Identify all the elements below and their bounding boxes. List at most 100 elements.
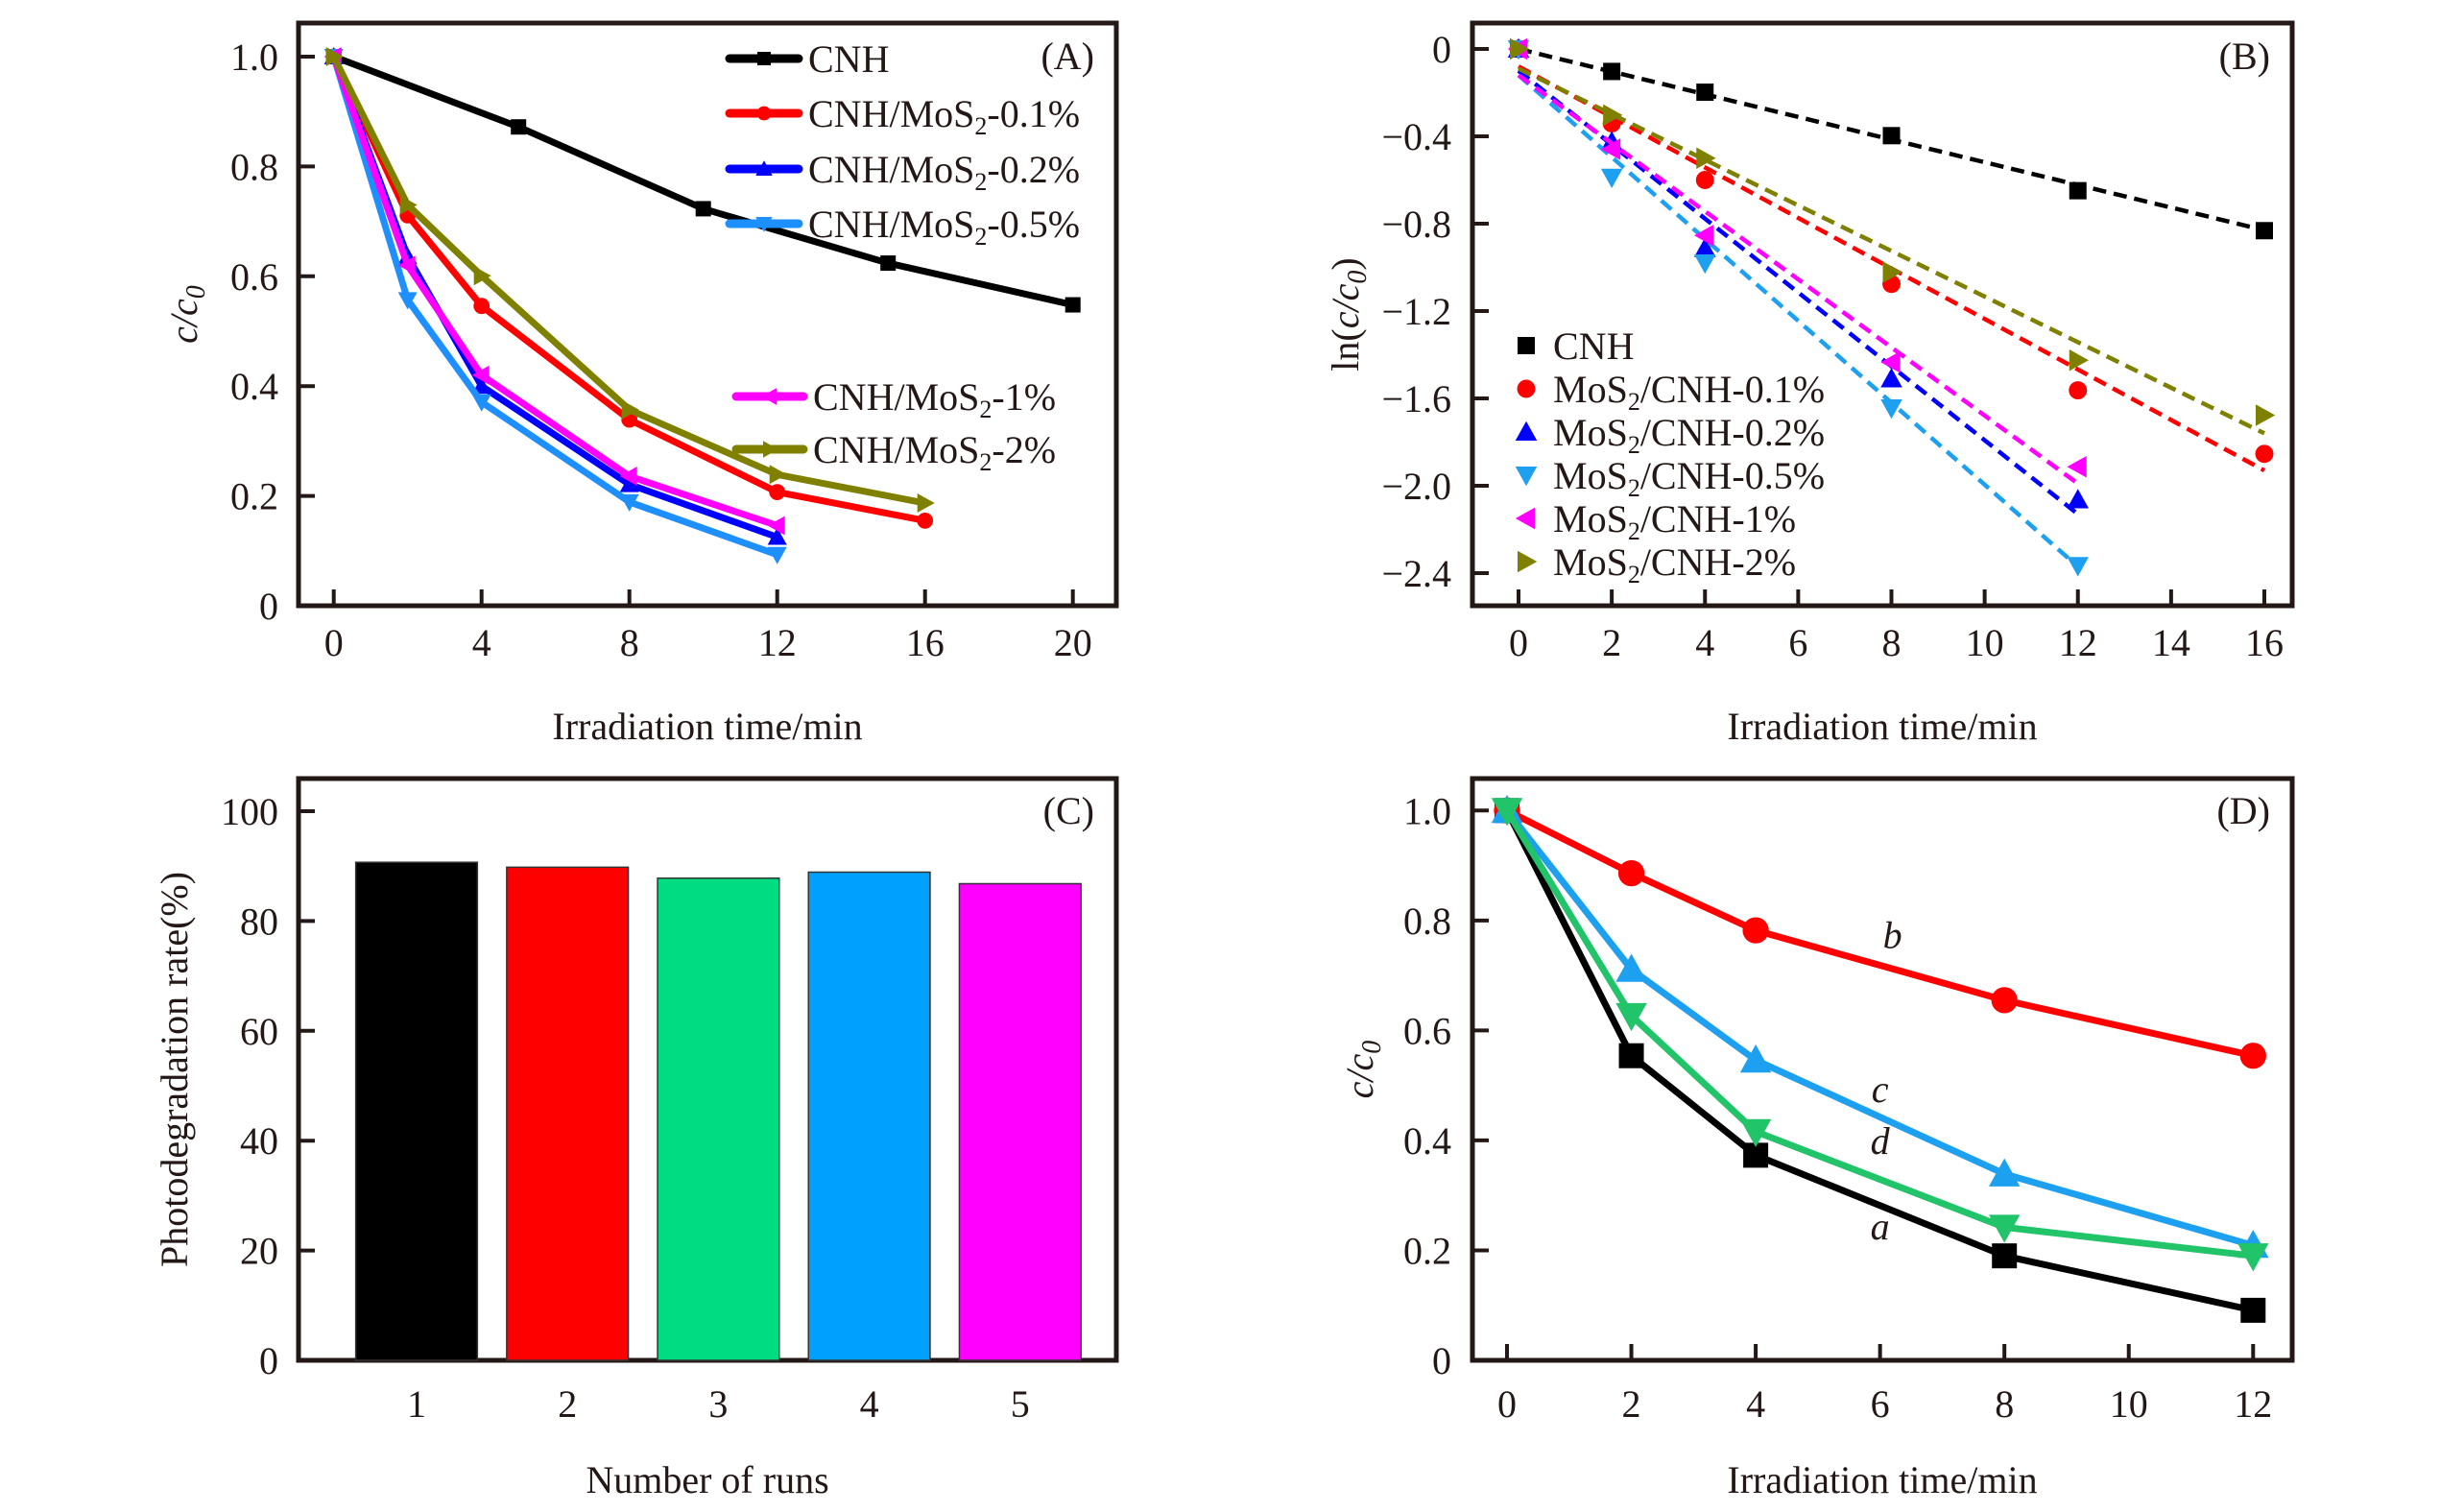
panel-label: (D) (2216, 789, 2270, 832)
data-point (397, 255, 416, 276)
legend-label: CNH/MoS2-2% (813, 428, 1056, 476)
data-point (1739, 1044, 1772, 1073)
x-tick-label: 3 (708, 1382, 728, 1426)
legend-marker (1515, 467, 1538, 487)
y-tick-label: 0.4 (230, 365, 278, 408)
plot-frame (1470, 776, 2295, 1363)
series-cnh (325, 49, 1081, 313)
data-point (1739, 1118, 1772, 1148)
y-tick-label: 100 (221, 790, 278, 833)
data-point (511, 119, 527, 135)
data-point (473, 266, 491, 286)
x-tick-label: 8 (1995, 1382, 2014, 1426)
legend-label: CNH (808, 37, 889, 81)
x-tick-label: 4 (472, 621, 491, 664)
y-tick-label: −0.8 (1381, 203, 1451, 246)
data-point (1615, 953, 1647, 982)
data-point (471, 376, 491, 395)
y-tick-label: 0.2 (1403, 1229, 1451, 1272)
x-tick-label: 16 (2245, 621, 2284, 664)
x-tick-label: 16 (906, 621, 945, 664)
x-tick-label: 8 (1882, 621, 1902, 664)
data-point (621, 399, 639, 420)
data-point (1880, 350, 1901, 373)
y-tick-label: −2.0 (1381, 465, 1451, 508)
data-point (473, 298, 490, 315)
legend-label: CNH (1553, 324, 1634, 368)
data-point (767, 546, 787, 564)
data-point (2256, 222, 2273, 240)
plot-frame (296, 20, 1119, 609)
y-axis-title: c/c0 (1338, 1041, 1387, 1099)
data-point (2069, 348, 2089, 372)
data-point (2256, 404, 2276, 426)
series-cnh (1510, 40, 2273, 240)
legend-entry: CNH/MoS2-0.5% (725, 203, 1080, 251)
data-point (769, 484, 786, 500)
x-axis-title: Irradiation time/min (1727, 1458, 2037, 1501)
data-point (767, 516, 785, 536)
legend-entry: MoS2/CNH-2% (1518, 540, 1796, 588)
legend-label: MoS2/CNH-1% (1553, 497, 1796, 545)
data-point (1617, 859, 1645, 887)
bar (657, 877, 780, 1361)
y-tick-label: 0.8 (230, 145, 278, 188)
legend-label: MoS2/CNH-2% (1553, 540, 1796, 588)
series-mos2-cnh-1- (1507, 37, 2087, 486)
data-point (1988, 1158, 2021, 1187)
x-axis-title: Irradiation time/min (552, 705, 862, 748)
data-point (1491, 798, 1523, 827)
x-tick-label: 12 (758, 621, 797, 664)
data-point (2239, 1043, 2266, 1069)
legend-label: CNH/MoS2-1% (813, 375, 1056, 423)
legend-entry: MoS2/CNH-0.1% (1517, 368, 1825, 416)
y-tick-label: −0.4 (1381, 115, 1451, 158)
bar (354, 861, 479, 1361)
panel-label: (C) (1043, 789, 1094, 832)
data-point (619, 474, 639, 492)
x-tick-label: 0 (324, 621, 344, 664)
series-cnh-mos2-2- (325, 47, 935, 514)
x-tick-label: 10 (1966, 621, 2004, 664)
legend-marker (757, 52, 771, 65)
y-tick-label: 40 (240, 1119, 278, 1163)
data-point (471, 394, 491, 412)
x-tick-label: 8 (620, 621, 639, 664)
data-point (2240, 1297, 2266, 1323)
data-point (1618, 1043, 1644, 1068)
x-tick-label: 12 (2234, 1382, 2272, 1426)
series-line (330, 55, 926, 524)
bar (506, 866, 630, 1361)
data-point (619, 467, 637, 487)
series-line (330, 55, 926, 507)
legend-marker (755, 217, 773, 232)
data-point (1065, 297, 1081, 313)
y-tick-label: −1.2 (1381, 290, 1451, 333)
legend-entry: CNH/MoS2-1% (731, 375, 1056, 423)
data-point (325, 47, 344, 66)
data-point (2067, 455, 2087, 478)
y-tick-label: 0.6 (230, 255, 278, 299)
panel-label: (B) (2219, 35, 2270, 78)
x-tick-label: 2 (558, 1382, 577, 1426)
data-point (2067, 557, 2089, 577)
series-cnh-mos2-0-2- (323, 47, 787, 545)
data-point (471, 365, 490, 385)
series-line (1505, 807, 2255, 1060)
legend-label: CNH/MoS2-0.2% (808, 148, 1080, 196)
x-tick-label: 4 (1695, 621, 1714, 664)
series-cnh-mos2-0-5- (323, 49, 787, 564)
y-tick-label: 0 (1432, 28, 1451, 71)
data-point (1696, 147, 1716, 169)
legend-marker (761, 388, 777, 405)
y-axis-title: c/c0 (162, 285, 211, 344)
legend-marker (1518, 337, 1535, 354)
panel-d: (D) Irradiation time/min c/c0 0 2 4 6 8 10 12 0 0.2… (1338, 776, 2295, 1501)
data-point (880, 255, 897, 272)
y-tick-label: 0 (259, 585, 278, 628)
data-point (1603, 104, 1623, 127)
legend-label: MoS2/CNH-0.1% (1553, 368, 1825, 416)
data-point (1992, 1243, 2018, 1269)
data-point (2067, 489, 2089, 509)
